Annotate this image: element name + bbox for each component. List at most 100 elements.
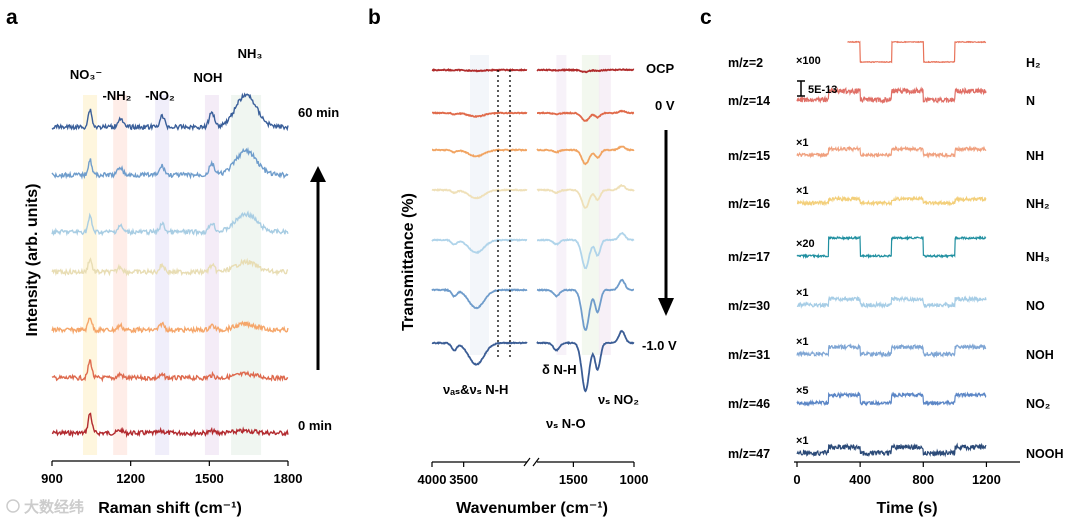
panel-b-bands — [470, 55, 611, 355]
panel-b-dotted-guides — [497, 70, 511, 360]
ir-series-5-low — [536, 278, 634, 331]
ms-trace-0 — [847, 40, 987, 64]
ms-mult-8: ×1 — [796, 435, 809, 447]
panel-b-0v-label: 0 V — [655, 98, 675, 113]
panel-b-annot-nh-stretch: νₐₛ&νₛ N-H — [443, 382, 508, 397]
ir-series-3-high — [431, 188, 528, 200]
raman-series-0 — [51, 412, 289, 438]
ms-mz-0: m/z=2 — [728, 56, 763, 70]
ms-mult-5: ×1 — [796, 287, 809, 299]
panel-b-1v-label: -1.0 V — [642, 338, 677, 353]
panel-a-time-bottom: 0 min — [298, 418, 332, 433]
ir-series-6-high — [431, 341, 528, 366]
ms-mult-2: ×1 — [796, 137, 809, 149]
a-tick-1500: 1500 — [195, 471, 224, 486]
ms-mz-2: m/z=15 — [728, 149, 770, 163]
panel-a-ylabel: Intensity (arb. units) — [24, 184, 41, 337]
ir-series-3-low — [536, 183, 635, 209]
ms-species-6: NOH — [1026, 348, 1054, 362]
a-peak-label-0: NO₃⁻ — [70, 67, 102, 82]
c-tick-400: 400 — [849, 472, 871, 487]
raman-series-4 — [51, 210, 289, 237]
ir-series-4-low — [537, 231, 635, 270]
raman-series-6 — [51, 92, 289, 132]
panel-b-potential-arrow — [658, 130, 674, 316]
b-tick-4000: 4000 — [418, 472, 447, 487]
panel-b-ylabel: Transmittance (%) — [400, 193, 417, 331]
panel-a-axis: 900 1200 1500 1800 — [41, 460, 303, 486]
panel-a-peak-labels: NO₃⁻-NH₂ -NO₂ NOH NH₃ — [70, 46, 263, 103]
panel-a-time-arrow — [310, 166, 326, 370]
panel-a-time-top: 60 min — [298, 105, 339, 120]
ir-series-4-high — [431, 238, 528, 255]
peak-band-2 — [155, 95, 170, 455]
ir-series-6-low — [536, 329, 635, 393]
panel-a-xlabel: Raman shift (cm⁻¹) — [98, 500, 242, 517]
raman-series-2 — [51, 317, 289, 335]
a-tick-900: 900 — [41, 471, 63, 486]
peak-band-3 — [204, 95, 219, 455]
b-tick-1000: 1000 — [620, 472, 649, 487]
ms-mz-4: m/z=17 — [728, 250, 770, 264]
ir-series-2-low — [536, 145, 635, 166]
panel-c-scale-bar-label: 5E-13 — [808, 84, 837, 96]
ms-mult-6: ×1 — [796, 336, 809, 348]
ms-mult-3: ×1 — [796, 185, 809, 197]
ms-species-7: NO₂ — [1026, 397, 1050, 411]
b-tick-3500: 3500 — [449, 472, 478, 487]
a-peak-label-3: NOH — [194, 70, 223, 85]
a-tick-1800: 1800 — [274, 471, 303, 486]
panel-c-label: c — [700, 6, 712, 29]
panel-b-annot-no: νₛ N-O — [546, 416, 586, 431]
ms-mz-8: m/z=47 — [728, 447, 770, 461]
ms-mz-1: m/z=14 — [728, 94, 770, 108]
ms-mz-3: m/z=16 — [728, 197, 770, 211]
panel-c-scale-bar: 5E-13 — [797, 80, 837, 97]
ir-series-2-high — [432, 148, 528, 158]
ms-trace-5 — [796, 295, 987, 309]
panel-b-annot-no2: νₛ NO₂ — [598, 392, 639, 407]
panel-c-series: m/z=2 ×100 H₂ m/z=14 Nm/z=15 ×1 NH m/z=16 ×1 NH₂ m… — [728, 40, 1064, 461]
raman-series-5 — [51, 146, 289, 180]
a-tick-1200: 1200 — [116, 471, 145, 486]
watermark-text: 大数经纬 — [24, 498, 84, 516]
raman-series-1 — [51, 359, 289, 383]
ms-mult-4: ×20 — [796, 238, 815, 250]
ms-trace-2 — [796, 145, 987, 159]
ms-trace-7 — [796, 391, 987, 407]
ms-species-4: NH₃ — [1026, 250, 1050, 264]
peak-band-1 — [113, 95, 128, 455]
peak-band-4 — [231, 95, 262, 455]
a-peak-label-2: -NO₂ — [145, 88, 175, 103]
panel-b-series — [431, 68, 635, 393]
ir-series-5-high — [431, 287, 528, 310]
panel-a-label: a — [6, 6, 18, 29]
ms-trace-1 — [796, 86, 987, 104]
ms-trace-3 — [796, 195, 987, 207]
ms-species-3: NH₂ — [1026, 197, 1050, 211]
c-tick-800: 800 — [912, 472, 934, 487]
panel-b-annot-nh-bend: δ N-H — [542, 362, 577, 377]
raman-series-3 — [51, 257, 289, 277]
peak-band-0 — [83, 95, 98, 455]
ms-species-8: NOOH — [1026, 447, 1064, 461]
ir-series-1-high — [432, 111, 528, 119]
a-peak-label-4: NH₃ — [238, 46, 263, 61]
ms-trace-8 — [796, 442, 987, 458]
panel-c-xlabel: Time (s) — [876, 500, 937, 517]
ms-species-1: N — [1026, 94, 1035, 108]
b-tick-1500: 1500 — [559, 472, 588, 487]
ir-series-0-low — [536, 68, 635, 74]
ms-mult-7: ×5 — [796, 385, 809, 397]
ms-mult-0: ×100 — [796, 55, 821, 67]
panel-a-bands — [83, 95, 262, 455]
ir-series-1-low — [537, 109, 635, 122]
panel-b-label: b — [368, 6, 381, 29]
ms-mz-7: m/z=46 — [728, 397, 770, 411]
panel-b-xlabel: Wavenumber (cm⁻¹) — [456, 500, 608, 517]
ms-trace-4 — [796, 234, 987, 260]
a-peak-label-1: -NH₂ — [103, 88, 132, 103]
c-tick-0: 0 — [793, 472, 800, 487]
c-tick-1200: 1200 — [972, 472, 1001, 487]
ms-species-2: NH — [1026, 149, 1044, 163]
